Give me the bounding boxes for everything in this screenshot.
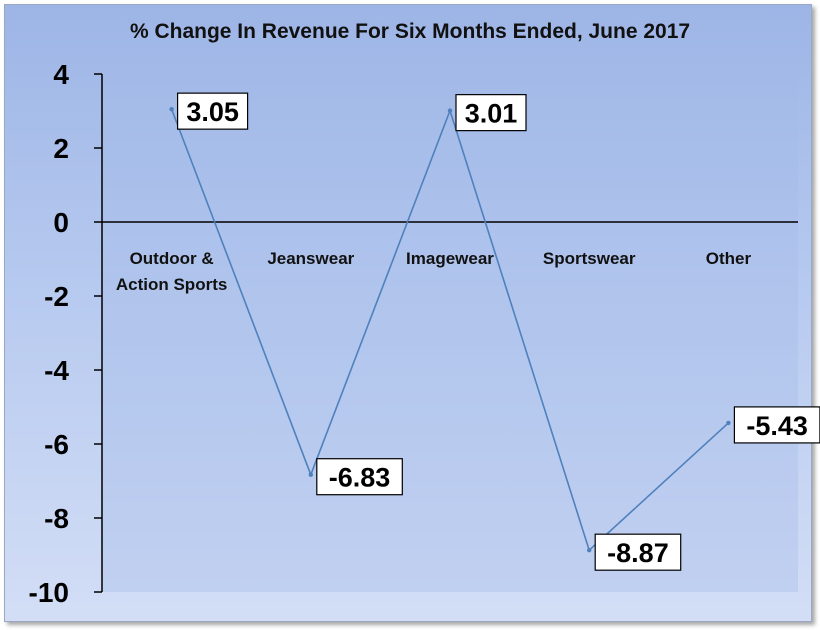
x-tick-label: Outdoor & Action Sports [116, 249, 227, 294]
data-label-box [733, 406, 820, 444]
data-point [447, 108, 453, 113]
plot-area [102, 74, 798, 592]
data-point [587, 547, 592, 553]
data-label: 3.01 [465, 99, 518, 129]
chart-frame [4, 4, 812, 622]
chart-title: % Change In Revenue For Six Months Ended… [130, 20, 690, 43]
y-tick-label: -2 [44, 281, 69, 312]
x-tick-label-line: Sportswear [543, 249, 636, 268]
x-tick-label-line: Outdoor & [130, 249, 214, 268]
y-tick-label: 4 [53, 59, 69, 90]
x-tick-label-line: Other [706, 249, 752, 268]
x-tick-label-line: Jeanswear [267, 249, 354, 268]
data-label-box [594, 533, 682, 571]
data-label: -8.87 [607, 538, 669, 568]
x-tick-label: Imagewear [406, 249, 494, 268]
y-tick-label: 0 [53, 207, 69, 238]
data-point [308, 472, 313, 477]
data-label-box [316, 458, 403, 496]
y-tick-label: -10 [29, 577, 69, 608]
data-label: 3.05 [186, 97, 239, 127]
data-label-box [455, 94, 527, 132]
data-point [169, 106, 174, 112]
axes: 4 2 0 -2 -4 -6 -8 -10 Outdoor & Action Sports Jean… [29, 59, 798, 608]
x-tick-label-line: Imagewear [406, 249, 494, 268]
y-tick-label: -6 [44, 429, 69, 460]
x-tick-label: Other [706, 249, 752, 268]
data-point [726, 420, 731, 426]
y-tick-label: 2 [53, 133, 69, 164]
data-label: -5.43 [746, 411, 808, 441]
data-label: -6.83 [329, 463, 391, 493]
series-marks: 3.05 -6.83 3.01 -8.87 -5.43 [169, 92, 820, 571]
y-tick-label: -8 [44, 503, 69, 534]
y-tick-label: -4 [44, 355, 69, 386]
x-tick-label-line: Action Sports [116, 275, 227, 294]
x-tick-label: Sportswear [543, 249, 636, 268]
data-label-box [177, 92, 249, 130]
x-tick-label: Jeanswear [267, 249, 354, 268]
